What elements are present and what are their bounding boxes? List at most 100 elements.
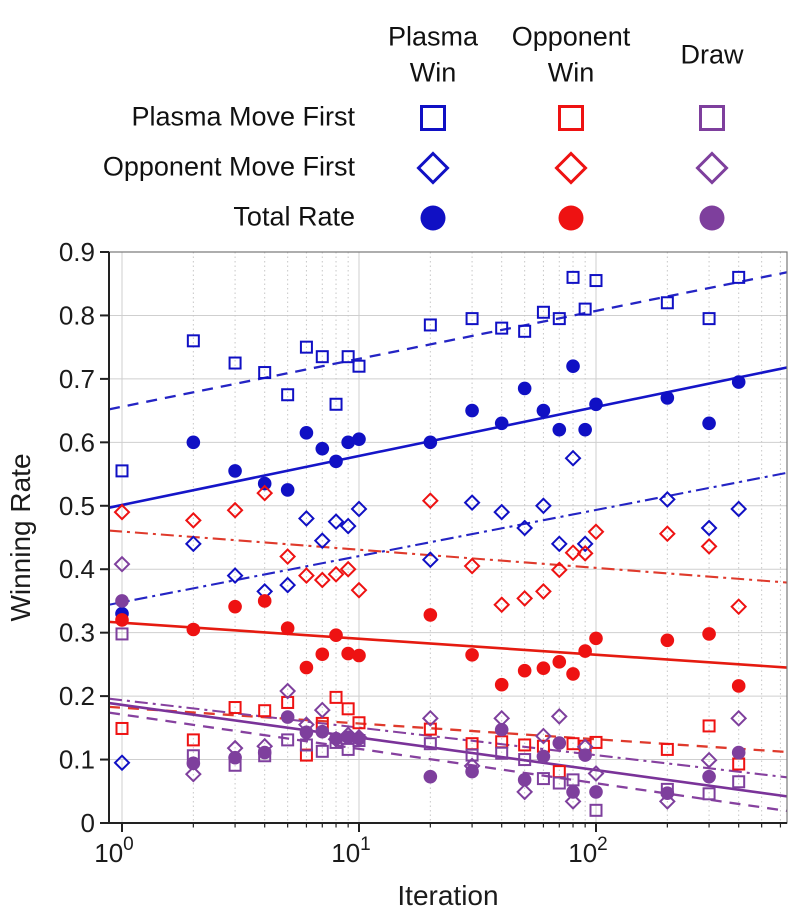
diamond-marker xyxy=(564,449,582,467)
circle-marker xyxy=(341,730,355,745)
square-marker xyxy=(281,733,295,747)
legend-col-header-plasma-win: Plasma xyxy=(387,21,479,52)
diamond-marker xyxy=(113,503,131,521)
square-marker xyxy=(495,321,509,335)
diamond-marker xyxy=(226,567,244,584)
legend-marker-plasma-move-first-draw xyxy=(699,105,725,131)
diamond-marker xyxy=(463,494,481,512)
circle-marker xyxy=(257,476,272,491)
diamond-marker xyxy=(279,576,297,594)
square-marker xyxy=(299,340,313,354)
square-marker xyxy=(702,312,716,326)
circle-marker xyxy=(589,631,603,646)
diamond-marker xyxy=(658,491,676,508)
square-marker xyxy=(329,397,343,411)
circle-marker xyxy=(589,397,603,412)
diamond-marker xyxy=(730,500,748,518)
legend-row-label-total-rate: Total Rate xyxy=(233,201,355,232)
circle-marker xyxy=(329,628,343,643)
circle-marker xyxy=(578,748,592,762)
diamond-marker xyxy=(298,510,315,527)
diamond-marker xyxy=(730,709,748,727)
circle-marker xyxy=(731,375,746,389)
circle-marker xyxy=(578,422,592,437)
circle-marker xyxy=(423,608,438,622)
circle-marker xyxy=(566,785,580,799)
plasma-first-plasma-win-fit xyxy=(108,271,788,411)
square-marker xyxy=(352,716,366,730)
diamond-marker xyxy=(576,544,594,562)
circle-marker xyxy=(552,422,567,437)
square-marker xyxy=(536,305,550,319)
square-marker xyxy=(552,776,566,790)
legend-marker-total-rate-plasma-win xyxy=(420,205,446,231)
circle-marker xyxy=(280,621,295,636)
series-opponent-first-opponent-win xyxy=(113,484,748,616)
diamond-marker xyxy=(298,567,315,584)
legend-marker-plasma-move-first-opponent-win xyxy=(558,105,584,131)
square-marker xyxy=(660,296,674,310)
square-marker xyxy=(281,388,295,402)
circle-marker xyxy=(257,745,272,760)
legend-marker-plasma-move-first-plasma-win xyxy=(420,105,446,131)
circle-marker xyxy=(465,764,479,779)
square-marker xyxy=(115,721,129,735)
legend-col-header-opponent-win: Win xyxy=(547,57,595,88)
axes xyxy=(100,251,788,832)
diamond-marker xyxy=(550,707,568,725)
square-marker xyxy=(589,735,603,749)
circle-marker xyxy=(115,594,129,608)
square-marker xyxy=(299,738,313,752)
total-plasma-win-fit xyxy=(108,366,788,509)
diamond-marker xyxy=(658,793,676,810)
circle-marker xyxy=(228,599,242,614)
square-marker xyxy=(518,324,532,338)
diamond-marker xyxy=(313,532,331,550)
circle-marker xyxy=(731,745,746,760)
circle-marker xyxy=(536,661,551,675)
square-marker xyxy=(258,366,272,380)
plasma-first-draw-fit xyxy=(108,711,788,813)
square-marker xyxy=(423,737,437,751)
circle-marker xyxy=(228,750,242,765)
circle-marker xyxy=(280,483,295,497)
legend-row-label-opponent-move-first: Opponent Move First xyxy=(102,151,355,182)
circle-marker xyxy=(660,786,675,800)
square-marker xyxy=(732,757,746,771)
square-marker xyxy=(315,350,329,364)
circle-marker xyxy=(315,724,330,739)
circle-marker xyxy=(660,391,675,405)
circle-marker xyxy=(228,464,242,478)
series-plasma-first-opponent-win xyxy=(115,690,746,779)
circle-marker xyxy=(186,435,201,450)
square-marker xyxy=(115,464,129,478)
square-marker xyxy=(732,270,746,284)
circle-marker xyxy=(352,731,366,746)
diamond-marker xyxy=(256,484,274,502)
diamond-marker xyxy=(339,560,357,578)
square-marker xyxy=(315,744,329,758)
circle-marker xyxy=(329,454,343,469)
diamond-marker xyxy=(516,519,534,537)
gridlines xyxy=(109,252,787,823)
legend-col-header-draw: Draw xyxy=(680,39,744,70)
diamond-marker xyxy=(463,557,481,575)
circle-marker xyxy=(702,627,716,641)
circle-marker xyxy=(660,633,675,648)
legend-marker-opponent-move-first-plasma-win xyxy=(416,151,450,185)
diamond-marker xyxy=(587,765,605,782)
opponent-first-draw-fit xyxy=(108,697,788,779)
square-marker xyxy=(552,312,566,326)
square-marker xyxy=(660,742,674,756)
circle-marker xyxy=(465,648,479,662)
square-marker xyxy=(589,803,603,817)
tick-labels: 0 0.1 0.2 0.3 0.4 0.5 0.6 0.7 0.8 0.9 100 101 102 xyxy=(59,237,608,868)
y-tick-label: 0.1 xyxy=(59,745,95,775)
circle-marker xyxy=(552,736,567,750)
circle-marker xyxy=(494,722,509,737)
trend-lines xyxy=(108,271,788,813)
diamond-marker xyxy=(339,517,357,535)
diamond-marker xyxy=(226,501,244,519)
y-tick-label: 0 xyxy=(81,808,95,838)
diamond-marker xyxy=(184,511,202,529)
